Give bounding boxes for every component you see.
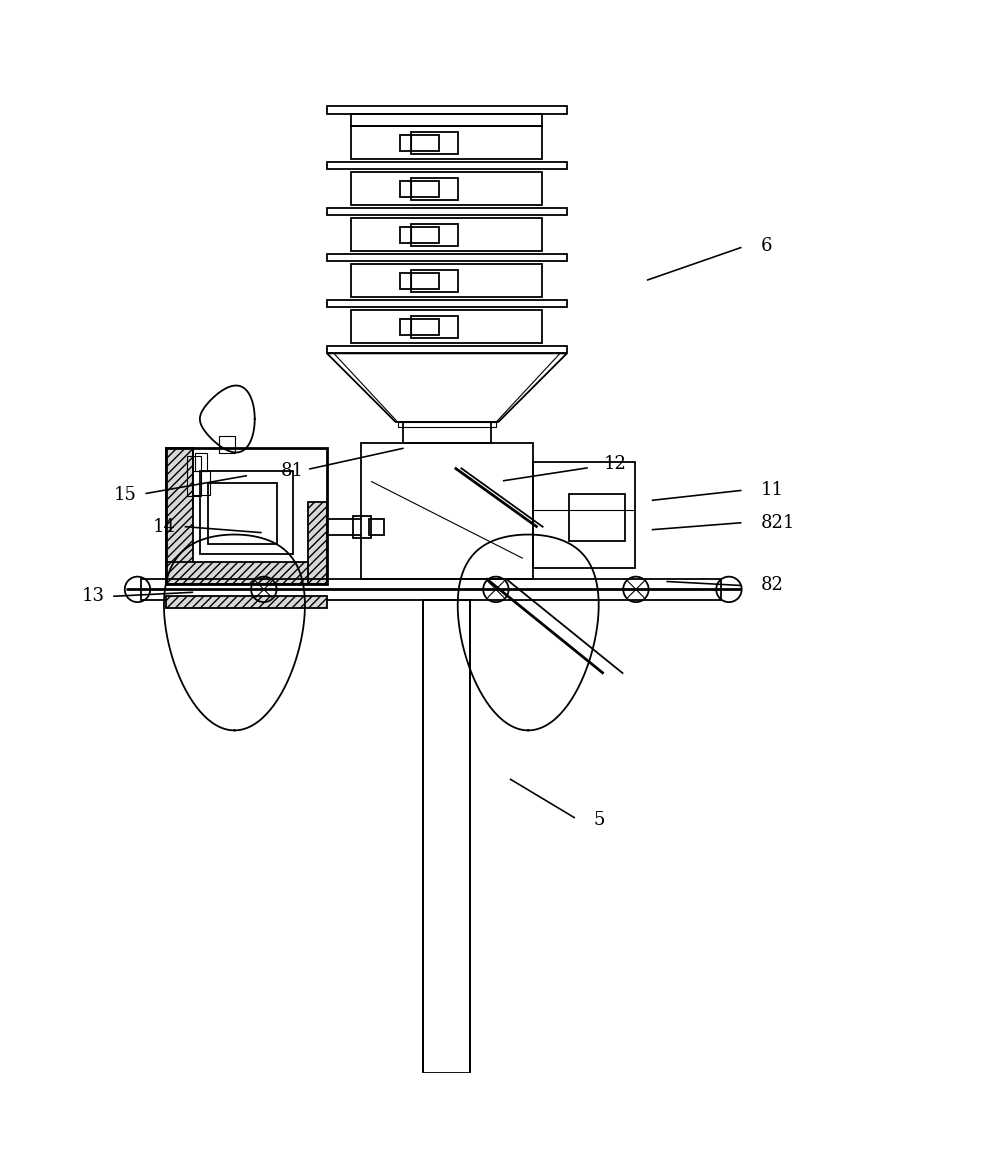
Bar [400,319,439,335]
Bar [352,264,542,298]
Bar [166,562,327,584]
Text: 12: 12 [604,455,627,473]
Bar [410,179,458,200]
Bar [398,422,496,427]
Bar [327,347,567,354]
Bar [400,135,439,151]
Text: 5: 5 [594,811,605,830]
Bar [308,503,327,584]
Text: 821: 821 [760,513,794,532]
Text: 15: 15 [114,487,136,504]
Bar [192,471,210,495]
Bar [403,422,491,443]
Text: 82: 82 [760,576,784,594]
Bar [327,300,567,307]
Bar [400,273,439,289]
Bar [400,181,439,197]
Bar [410,271,458,292]
Bar [352,114,542,126]
Text: 81: 81 [281,462,303,480]
Bar [195,453,207,471]
Text: 11: 11 [760,482,784,499]
Text: 6: 6 [760,237,772,254]
Bar [369,519,384,534]
Bar [188,456,201,496]
Bar [208,483,277,544]
Bar [141,579,721,600]
Bar [352,218,542,251]
Bar [166,448,193,584]
Bar [327,254,567,261]
Bar [410,132,458,154]
Bar [400,228,439,243]
Bar [423,600,470,1074]
Bar [352,172,542,205]
Bar [569,494,626,541]
Bar [200,471,294,554]
Bar [166,448,327,584]
Text: 13: 13 [82,587,105,606]
Bar [327,208,567,216]
Bar [410,316,458,337]
Bar [410,224,458,245]
Bar [532,462,635,568]
Bar [327,106,567,114]
Bar [166,596,327,608]
Bar [354,516,371,538]
Text: 14: 14 [153,518,176,536]
Bar [327,162,567,169]
Bar [361,443,532,579]
Bar [352,126,542,159]
Bar [219,435,235,453]
Bar [352,310,542,343]
